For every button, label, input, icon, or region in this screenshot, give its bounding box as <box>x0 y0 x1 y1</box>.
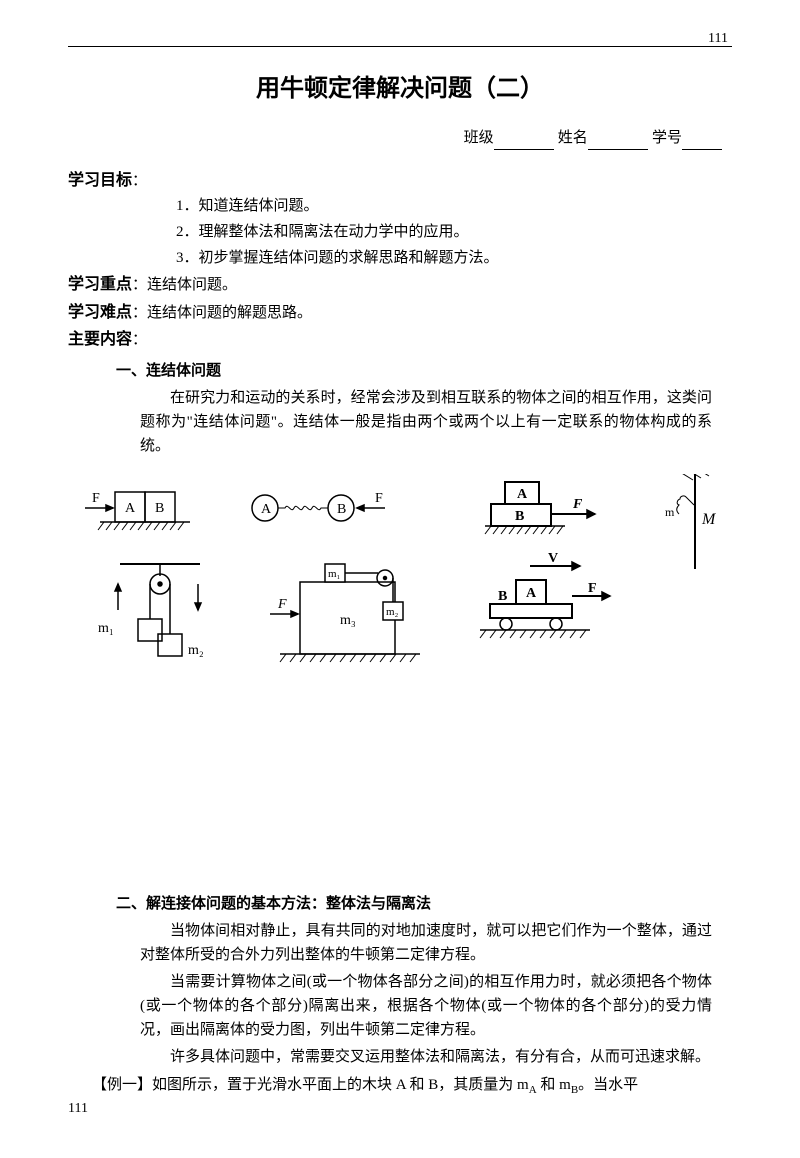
label-m1: m₁ <box>328 568 341 580</box>
label-V: V <box>548 551 558 566</box>
example-text: 如图所示，置于光滑水平面上的木块 A 和 B，其质量为 m <box>152 1077 529 1093</box>
label-A: A <box>517 487 528 502</box>
label-F: F <box>572 497 583 512</box>
section1-heading: 一、连结体问题 <box>116 359 732 383</box>
goal-item: 2．理解整体法和隔离法在动力学中的应用。 <box>176 220 732 244</box>
goal-item: 1．知道连结体问题。 <box>176 194 732 218</box>
main-label: 主要内容 <box>68 331 132 348</box>
label-B: B <box>155 501 164 516</box>
label-F: F <box>375 491 383 506</box>
page-number-top: 111 <box>708 28 728 50</box>
label-B: B <box>515 509 524 524</box>
difficulty-text: 连结体问题的解题思路。 <box>147 305 312 321</box>
top-rule <box>68 46 732 47</box>
difficulty-label: 学习难点 <box>68 304 132 321</box>
label-m: m <box>665 505 675 519</box>
focus-text: 连结体问题。 <box>147 277 237 293</box>
example1: 【例一】如图所示，置于光滑水平面上的木块 A 和 B，其质量为 mA 和 mB。… <box>92 1073 712 1100</box>
page-number-bottom: 111 <box>68 1098 88 1120</box>
id-label: 学号 <box>652 129 682 146</box>
label-F: F <box>277 597 287 612</box>
class-label: 班级 <box>464 129 494 146</box>
label-A: A <box>261 502 272 517</box>
label-M: M <box>701 511 717 528</box>
goal-item: 3．初步掌握连结体问题的求解思路和解题方法。 <box>176 246 732 270</box>
section1-para: 在研究力和运动的关系时，经常会涉及到相互联系的物体之间的相互作用，这类问题称为"… <box>140 386 712 458</box>
learning-difficulty: 学习难点：连结体问题的解题思路。 <box>68 300 732 326</box>
example-prefix: 【例一】 <box>92 1077 152 1093</box>
section2-para1: 当物体间相对静止，具有共同的对地加速度时，就可以把它们作为一个整体，通过对整体所… <box>140 919 712 967</box>
label-A: A <box>526 586 537 601</box>
learning-goals: 学习目标： 1．知道连结体问题。 2．理解整体法和隔离法在动力学中的应用。 3．… <box>68 168 732 270</box>
label-m2: m₂ <box>386 606 399 618</box>
section2-heading: 二、解连接体问题的基本方法：整体法与隔离法 <box>116 892 732 916</box>
label-B: B <box>337 502 346 517</box>
main-content-label: 主要内容： <box>68 327 732 353</box>
focus-label: 学习重点 <box>68 276 132 293</box>
physics-diagrams: F A B A B F A B F m M <box>68 474 732 682</box>
label-m3: m₃ <box>340 613 356 628</box>
label-m2: m₂ <box>188 643 204 658</box>
label-B: B <box>498 589 507 604</box>
goals-label: 学习目标 <box>68 172 132 189</box>
sub-A: A <box>529 1084 537 1096</box>
section2-para2: 当需要计算物体之间(或一个物体各部分之间)的相互作用力时，就必须把各个物体(或一… <box>140 970 712 1042</box>
section2-para3: 许多具体问题中，常需要交叉运用整体法和隔离法，有分有合，从而可迅速求解。 <box>140 1045 712 1069</box>
diagram-svg: F A B A B F A B F m M <box>80 474 720 674</box>
label-m1: m₁ <box>98 621 114 636</box>
page-title: 用牛顿定律解决问题（二） <box>68 70 732 108</box>
name-label: 姓名 <box>558 129 588 146</box>
student-info-line: 班级 姓名 学号 <box>68 126 732 150</box>
example-mid: 和 m <box>537 1077 571 1093</box>
example-after: 。当水平 <box>578 1077 638 1093</box>
learning-focus: 学习重点：连结体问题。 <box>68 272 732 298</box>
label-A: A <box>125 501 136 516</box>
label-F: F <box>92 491 100 506</box>
label-F: F <box>588 581 597 596</box>
